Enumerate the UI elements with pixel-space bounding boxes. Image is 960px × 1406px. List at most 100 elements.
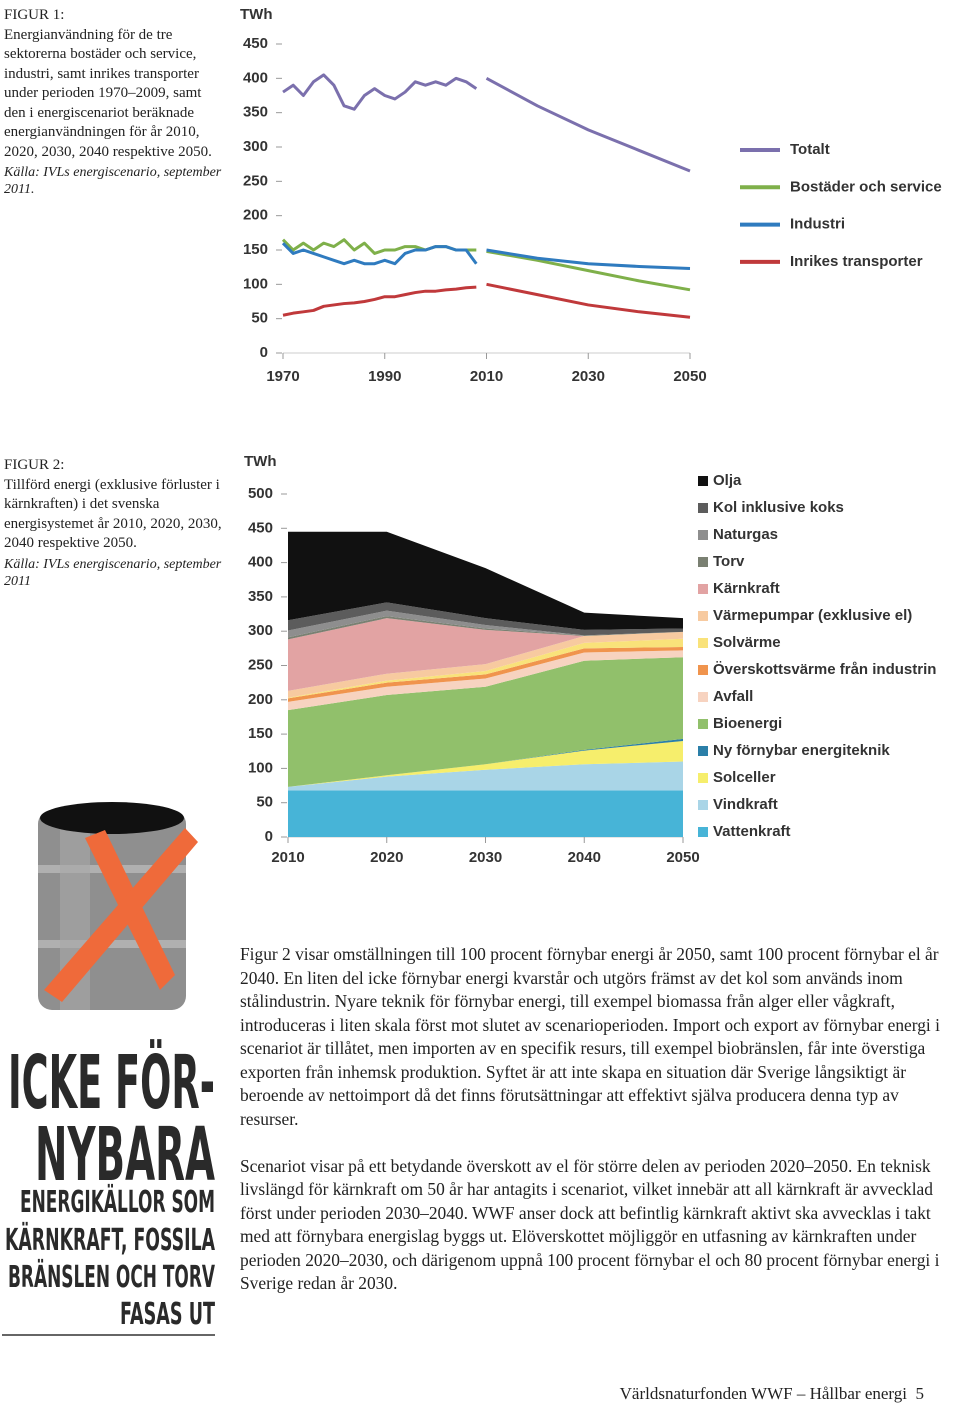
figure-label: FIGUR 1:	[4, 7, 65, 23]
cross-stroke	[44, 828, 198, 1002]
legend-label: Överskottsvärme från industrin	[713, 661, 936, 678]
y-tick-label: 450	[248, 519, 273, 536]
legend-label: Avfall	[713, 688, 753, 705]
area	[288, 761, 683, 791]
y-tick-label: 400	[243, 69, 268, 86]
barrel-ring	[38, 940, 186, 948]
x-tick-label: 2040	[568, 849, 601, 866]
legend-label: Bostäder och service	[790, 178, 942, 195]
y-tick-label: 0	[265, 828, 273, 845]
sidebar-heading: NYBARA	[35, 1112, 215, 1198]
legend-label: Industri	[790, 216, 845, 233]
legend-label: Värmepumpar (exklusive el)	[713, 607, 912, 624]
x-tick-label: 2050	[666, 849, 699, 866]
x-tick-label: 1970	[266, 368, 299, 385]
figure-caption: FIGUR 1: Energianvändning för de tre sek…	[4, 6, 226, 198]
y-tick-label: 50	[256, 794, 273, 811]
legend-swatch	[698, 638, 708, 648]
legend-swatch	[698, 827, 708, 837]
legend-swatch	[698, 692, 708, 702]
y-tick-label: 250	[248, 656, 273, 673]
legend-label: Solvärme	[713, 634, 781, 651]
figure-label: FIGUR 2:	[4, 457, 65, 473]
area	[288, 790, 683, 837]
legend-swatch	[698, 719, 708, 729]
body-text: Figur 2 visar omställningen till 100 pro…	[240, 943, 940, 1319]
legend-swatch	[698, 665, 708, 675]
legend-swatch	[698, 503, 708, 513]
caption-text: Tillförd energi (exklusive förluster i k…	[4, 476, 222, 552]
legend-label: Bioenergi	[713, 715, 782, 732]
legend-swatch	[698, 611, 708, 621]
legend-label: Kol inklusive koks	[713, 499, 844, 516]
area	[288, 646, 683, 702]
x-tick-label: 2020	[370, 849, 403, 866]
x-tick-label: 2010	[470, 368, 503, 385]
legend-swatch	[698, 530, 708, 540]
legend-swatch	[698, 584, 708, 594]
y-tick-label: 200	[243, 207, 268, 224]
paragraph: Scenariot visar på ett betydande översko…	[240, 1155, 940, 1294]
y-tick-label: 100	[243, 275, 268, 292]
figure-caption: FIGUR 2: Tillförd energi (exklusive förl…	[4, 456, 226, 590]
x-tick-label: 2050	[673, 368, 706, 385]
area	[288, 602, 683, 636]
y-tick-label: 250	[243, 172, 268, 189]
legend-label: Olja	[713, 472, 742, 489]
x-tick-label: 2030	[469, 849, 502, 866]
sidebar-subheading: FASAS UT	[120, 1297, 215, 1332]
y-tick-label: 450	[243, 35, 268, 52]
legend-label: Solceller	[713, 769, 776, 786]
x-tick-label: 2030	[572, 368, 605, 385]
chart: TWh 0 50 100 150 200 250 300 350 400 450 1970 1990 20…	[240, 6, 942, 385]
sidebar-subheading: KÄRNKRAFT, FOSSILA	[5, 1222, 215, 1258]
legend-swatch	[698, 773, 708, 783]
legend-swatch	[698, 476, 708, 486]
line	[282, 73, 691, 173]
y-tick-label: 300	[248, 622, 273, 639]
legend-label: Totalt	[790, 141, 830, 158]
y-axis-label: TWh	[240, 6, 272, 23]
y-tick-label: 350	[248, 588, 273, 605]
barrel-illustration	[38, 802, 198, 1010]
sidebar: ICKE FÖR- NYBARA ENERGIKÄLLOR SOM KÄRNKR…	[2, 802, 215, 1336]
y-tick-label: 500	[248, 485, 273, 502]
legend-label: Ny förnybar energiteknik	[713, 742, 890, 759]
legend-swatch	[698, 557, 708, 567]
sidebar-heading: ICKE FÖR-	[8, 1038, 215, 1126]
line	[282, 282, 691, 319]
footer-text: Världsnaturfonden WWF – Hållbar energi	[619, 1384, 907, 1403]
caption-source: Källa: IVLs energiscenario, september 20…	[4, 556, 222, 589]
y-tick-label: 50	[251, 310, 268, 327]
caption-source: Källa: IVLs energiscenario, september 20…	[4, 165, 222, 197]
y-tick-label: 200	[248, 691, 273, 708]
area	[288, 650, 683, 711]
area	[288, 631, 683, 698]
y-tick-label: 100	[248, 759, 273, 776]
footer: Världsnaturfonden WWF – Hållbar energi 5	[620, 1384, 924, 1404]
legend-label: Torv	[713, 553, 745, 570]
y-tick-label: 350	[243, 104, 268, 121]
legend-label: Kärnkraft	[713, 580, 780, 597]
y-tick-label: 0	[260, 344, 268, 361]
y-tick-label: 400	[248, 554, 273, 571]
x-tick-label: 1990	[368, 368, 401, 385]
barrel-top	[40, 802, 184, 834]
caption-text: Energianvändning för de tre sektorerna b…	[4, 26, 212, 160]
area	[288, 618, 683, 691]
y-axis-label: TWh	[244, 453, 276, 470]
legend-label: Inrikes transporter	[790, 253, 923, 270]
area	[288, 531, 683, 630]
chart: TWh 0 50 100 150 200 250 300 350 400 450 500 2010 202…	[244, 453, 936, 866]
y-tick-label: 300	[243, 138, 268, 155]
line	[281, 242, 691, 271]
legend-label: Naturgas	[713, 526, 778, 543]
y-tick-label: 150	[248, 725, 273, 742]
legend-swatch	[698, 800, 708, 810]
area	[288, 738, 683, 787]
legend-label: Vattenkraft	[713, 823, 791, 840]
page-number: 5	[915, 1384, 925, 1403]
legend-label: Vindkraft	[713, 796, 778, 813]
